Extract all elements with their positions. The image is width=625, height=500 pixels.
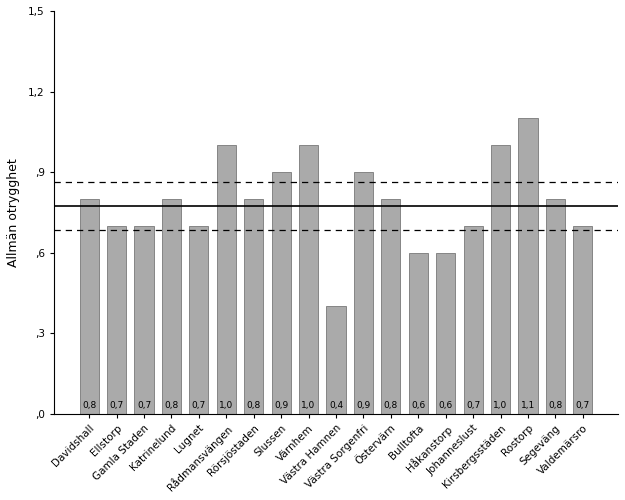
Text: 0,7: 0,7	[466, 401, 480, 410]
Text: 0,4: 0,4	[329, 401, 343, 410]
Text: 0,6: 0,6	[411, 401, 426, 410]
Bar	[299, 146, 318, 414]
Text: 0,6: 0,6	[439, 401, 453, 410]
Bar	[491, 146, 510, 414]
Text: 0,8: 0,8	[247, 401, 261, 410]
Text: 0,8: 0,8	[164, 401, 179, 410]
Bar	[573, 226, 592, 414]
Bar	[464, 226, 482, 414]
Text: 1,0: 1,0	[301, 401, 316, 410]
Text: 0,9: 0,9	[356, 401, 371, 410]
Text: 0,7: 0,7	[576, 401, 590, 410]
Bar	[546, 199, 565, 414]
Bar	[244, 199, 263, 414]
Text: 0,9: 0,9	[274, 401, 288, 410]
Bar	[326, 306, 346, 414]
Y-axis label: Allmän otrygghet: Allmän otrygghet	[7, 158, 20, 267]
Bar	[436, 252, 455, 414]
Text: 0,8: 0,8	[82, 401, 96, 410]
Text: 0,8: 0,8	[384, 401, 398, 410]
Text: 0,7: 0,7	[192, 401, 206, 410]
Text: 1,0: 1,0	[493, 401, 508, 410]
Text: 0,7: 0,7	[109, 401, 124, 410]
Text: 1,0: 1,0	[219, 401, 233, 410]
Bar	[409, 252, 428, 414]
Text: 0,8: 0,8	[548, 401, 562, 410]
Bar	[162, 199, 181, 414]
Bar	[381, 199, 401, 414]
Bar	[79, 199, 99, 414]
Text: 1,1: 1,1	[521, 401, 535, 410]
Text: 0,7: 0,7	[137, 401, 151, 410]
Bar	[217, 146, 236, 414]
Bar	[354, 172, 373, 414]
Bar	[518, 118, 538, 414]
Bar	[107, 226, 126, 414]
Bar	[189, 226, 209, 414]
Bar	[271, 172, 291, 414]
Bar	[134, 226, 154, 414]
